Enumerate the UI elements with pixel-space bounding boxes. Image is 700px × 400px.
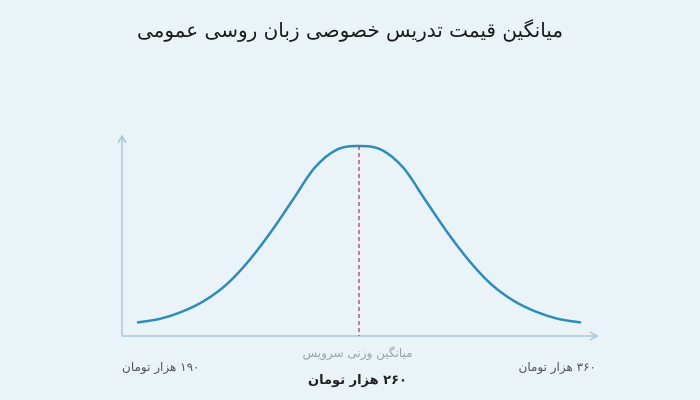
x-tick-label-max: ۳۶۰ هزار تومان (518, 360, 597, 374)
x-tick-label-min: ۱۹۰ هزار تومان (122, 360, 200, 374)
average-value-label: ۲۶۰ هزار تومان (308, 373, 407, 388)
average-caption: میانگین وزنی سرویس (302, 346, 413, 360)
chart-title: میانگین قیمت تدریس خصوصی زبان روسی عمومی (136, 18, 564, 42)
x-axis-arrow-icon (589, 331, 599, 341)
y-axis-arrow-icon (117, 134, 127, 144)
